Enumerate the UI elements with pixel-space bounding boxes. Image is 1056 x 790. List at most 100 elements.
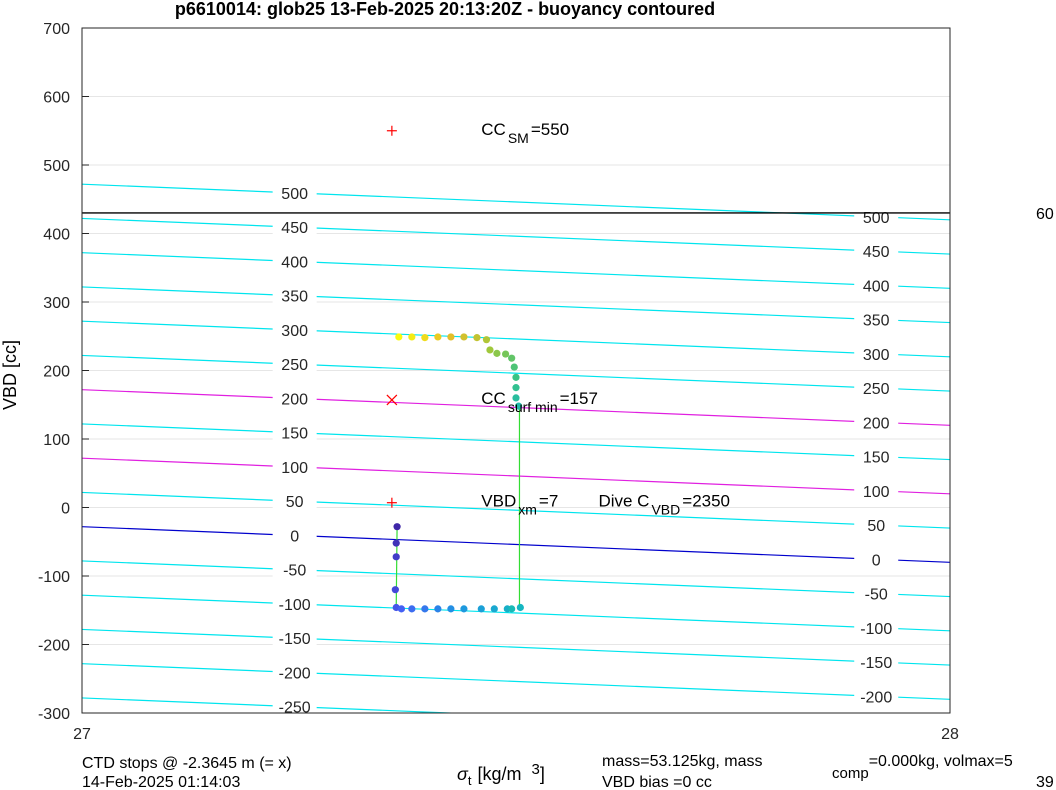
y-tick-label: 600 [43,90,70,107]
series-point [473,334,481,342]
series-point [493,349,501,357]
series-point [486,346,494,354]
annotations: CC SM =550 CC surf min =157 VBD xm =7 Dive C VBD =2… [481,120,730,518]
series-point [397,605,406,613]
contour-label-bg [854,275,899,296]
x-axis-label-close: ] [540,764,545,784]
contour-label-bg [854,515,899,536]
y-tick-label: 100 [43,432,70,449]
contour-label: -200 [279,665,311,682]
contour-label-bg [272,182,317,203]
contour-line [82,423,950,461]
contour-label: 200 [863,415,890,432]
contour-label: -150 [279,631,311,648]
contour-label-bg [272,285,317,306]
contour-label: 350 [281,289,308,306]
footer-bias: VBD bias =0 cc [602,774,712,790]
series-point [490,605,498,613]
footer-mass-sub: comp [832,765,869,782]
annotation: VBD xm =7 [481,492,558,518]
contour-label: 500 [281,186,308,203]
series-point [508,605,516,613]
contour-line [82,183,950,221]
contour-label-bg [272,354,317,375]
contour-label-bg [854,378,899,399]
contour-line [82,663,950,700]
x-tick-label: 27 [73,726,91,743]
annotation: CC SM =550 [481,120,569,146]
contour-label-bg [272,251,317,272]
series-point [392,539,400,547]
marker [386,394,398,406]
x-axis-label-sup: 3 [532,761,540,778]
y-tick-label: 0 [61,501,70,518]
contour-line [82,594,950,632]
y-tick-label: -100 [38,569,70,586]
y-tick-label: 300 [43,295,70,312]
series-point [512,373,520,381]
contour-label-bg [272,491,317,512]
contour-line [82,491,950,529]
contour-label: 350 [863,313,890,330]
marker [386,497,397,508]
contour-label: -200 [860,689,892,706]
contour-label-bg [854,343,899,364]
contour-label: 450 [863,244,890,261]
contour-label-bg [272,319,317,340]
contour-label: 500 [863,210,890,227]
contour-label-bg [854,412,899,433]
contour-label-bg [272,696,317,717]
contour-label: 400 [281,254,308,271]
contour-label-bg [854,617,899,638]
y-tick-label: 500 [43,158,70,175]
contour-label-bg [854,241,899,262]
contour-label-bg [272,456,317,477]
contour-label: -50 [283,563,306,580]
contour-label: 400 [863,278,890,295]
contour-line [82,252,950,289]
contour-line [82,526,950,563]
contour-label-bg [854,652,899,673]
series-point [477,605,485,613]
contour-line [82,457,950,495]
annotation: Dive C VBD =2350 [598,492,730,518]
x-axis-label-symbol: σ [457,764,469,784]
series-point [447,333,455,341]
series-point [421,334,429,342]
contour-line [82,320,950,358]
footer-ctd: CTD stops @ -2.3645 m (= x) [82,755,292,772]
contour-line [82,217,950,255]
contour-label: 150 [863,450,890,467]
footer-mass-comp: comp=0.000kg, volmax=5 [832,753,1013,782]
contour-label: 50 [286,494,304,511]
contour-label-bg [272,559,317,580]
contour-line [82,628,950,666]
series-point [515,402,523,410]
series-point [392,553,400,561]
contour-labels: -250 -200 -150 -100 -50 0 50 100 150 200 250 300 350… [272,182,899,717]
contour-label: 450 [281,220,308,237]
contour-label-bg [272,422,317,443]
contour-label: -150 [860,655,892,672]
series-point [512,384,520,392]
contour-label: 300 [863,347,890,364]
y-axis-label: VBD [cc] [0,340,20,410]
series-point [393,523,401,531]
contour-label: 0 [290,528,299,545]
x-axis-label-unit: [kg/m [477,764,521,784]
x-tick-label: 28 [941,726,959,743]
contour-line [82,286,950,324]
x-axis-label-sub: t [468,773,472,788]
contour-label: 250 [281,357,308,374]
contour-label-bg [272,217,317,238]
contour-label-bg [272,388,317,409]
series-point [395,333,403,341]
series-point [434,605,442,613]
footer-right-number: 39 [1036,774,1054,790]
contour-label-bg [854,446,899,467]
contour-label: -100 [279,597,311,614]
y-tick-label: 400 [43,227,70,244]
series-point [482,336,491,344]
